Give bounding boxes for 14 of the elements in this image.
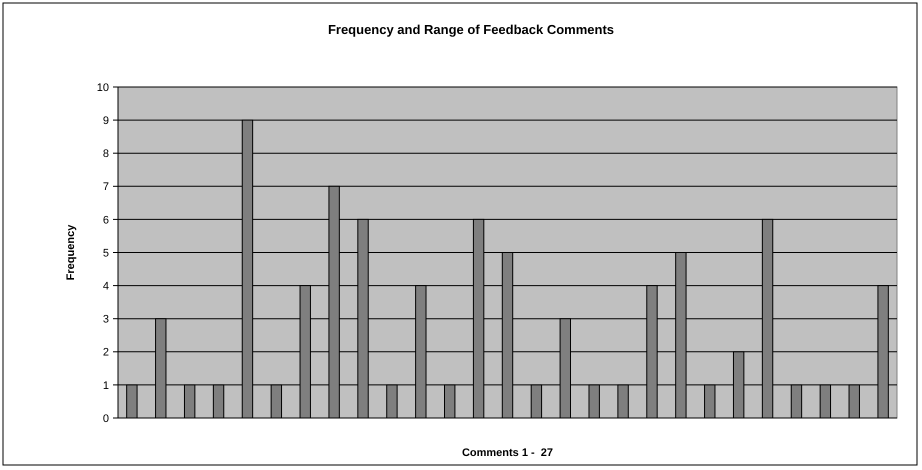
chart-title: Frequency and Range of Feedback Comments: [328, 22, 614, 37]
y-tick-label: 5: [102, 247, 109, 260]
y-tick-label: 8: [102, 148, 109, 160]
y-tick-label: 10: [96, 82, 109, 94]
y-tick-label: 2: [102, 346, 109, 359]
y-tick-label: 9: [102, 114, 109, 127]
y-tick-label: 4: [102, 280, 109, 292]
y-tick-label: 1: [102, 380, 109, 392]
y-tick-label: 7: [102, 181, 109, 194]
y-tick-label: 3: [102, 314, 109, 326]
x-axis-title: Comments 1 - 27: [462, 447, 554, 459]
y-axis-title: Frequency: [65, 224, 77, 280]
y-tick-label: 0: [102, 412, 109, 425]
y-tick-label: 6: [102, 214, 109, 226]
